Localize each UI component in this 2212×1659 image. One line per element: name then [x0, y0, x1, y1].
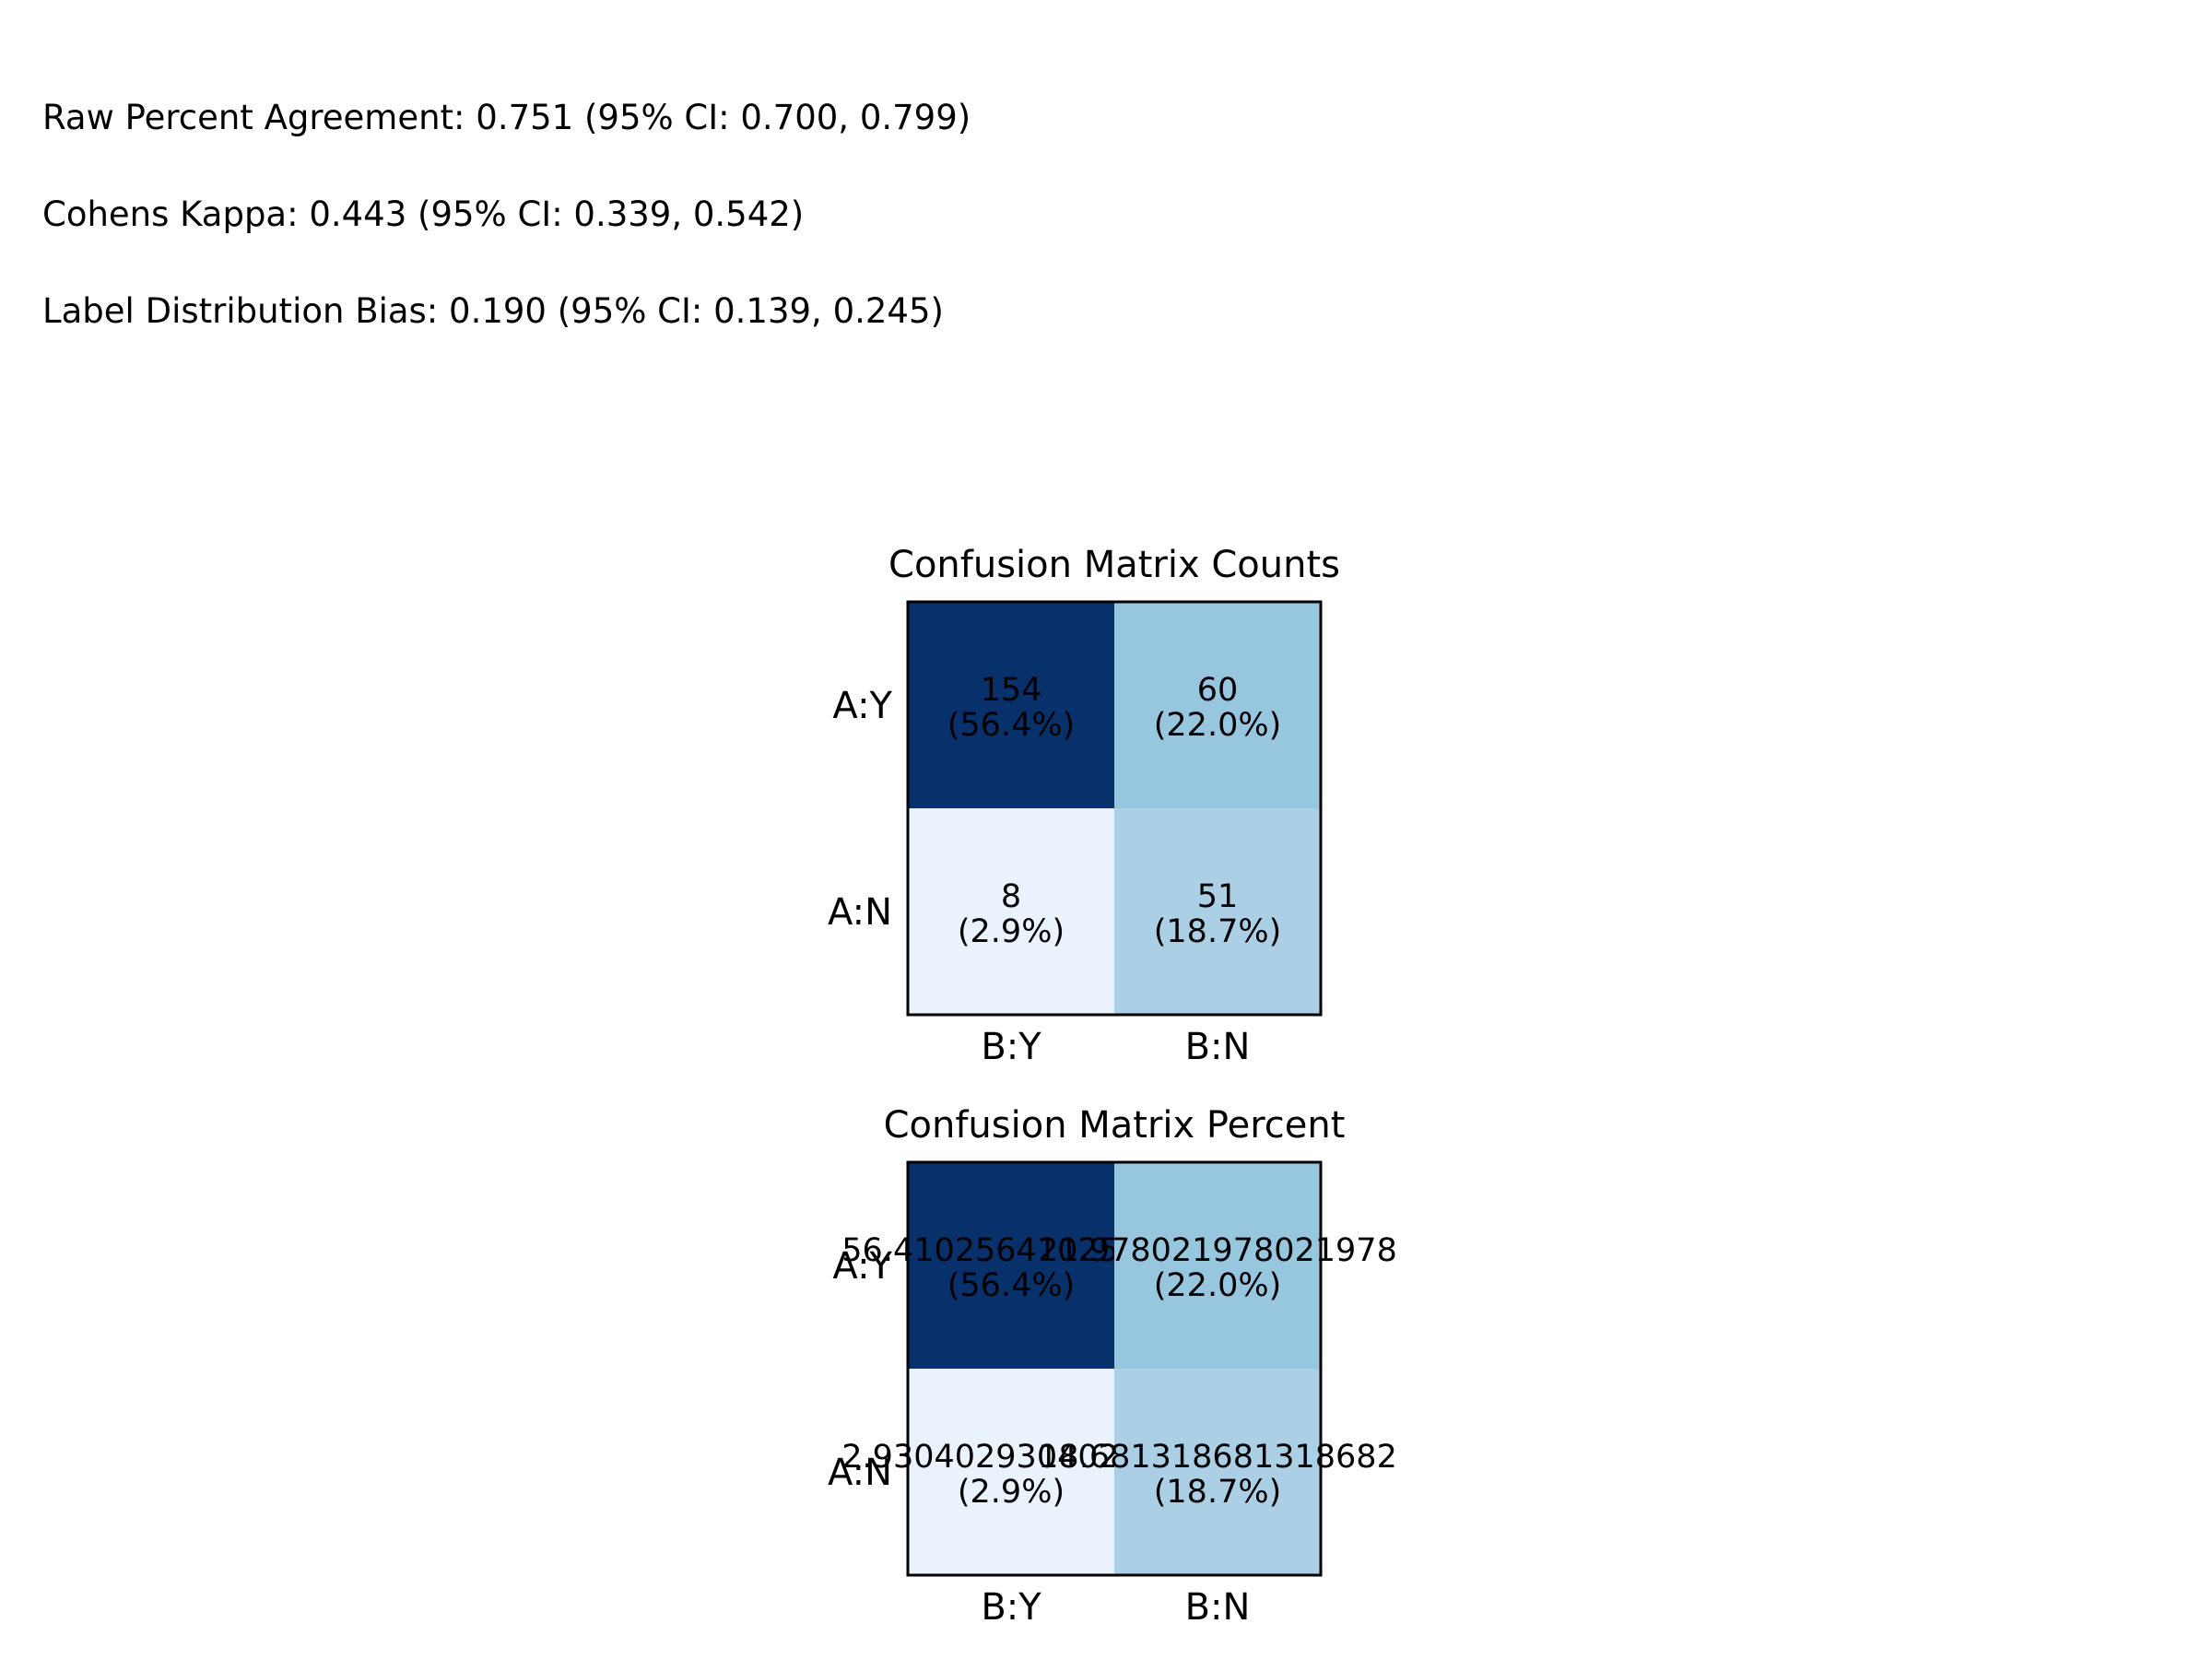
matrix-percent-title: Confusion Matrix Percent	[884, 1104, 1346, 1147]
matrix-percent-cell-percent-r1c0: (2.9%)	[958, 1474, 1065, 1511]
matrix-percent-row-label-0: A:Y	[832, 1245, 892, 1288]
cohens-kappa-text: Cohens Kappa: 0.443 (95% CI: 0.339, 0.54…	[42, 194, 805, 234]
label-distribution-bias-text: Label Distribution Bias: 0.190 (95% CI: …	[42, 291, 944, 331]
matrix-counts-cell-value-r0c0: 154	[981, 672, 1042, 709]
matrix-counts-cell-r0c0	[908, 602, 1114, 808]
matrix-counts-cell-percent-r0c1: (22.0%)	[1154, 707, 1282, 744]
matrix-counts-col-label-0: B:Y	[981, 1026, 1041, 1068]
matrix-percent-frame	[906, 1160, 1323, 1577]
matrix-counts-cell-r0c1	[1114, 602, 1321, 808]
matrix-percent-cell-percent-r0c0: (56.4%)	[947, 1267, 1076, 1304]
matrix-counts-frame	[906, 600, 1323, 1017]
matrix-counts-row-label-1: A:N	[828, 891, 892, 934]
matrix-counts-title: Confusion Matrix Counts	[888, 544, 1340, 586]
matrix-percent-col-label-0: B:Y	[981, 1586, 1041, 1629]
matrix-percent-cell-percent-r0c1: (22.0%)	[1154, 1267, 1282, 1304]
matrix-counts-cell-percent-r1c0: (2.9%)	[958, 913, 1065, 950]
matrix-percent-cell-percent-r1c1: (18.7%)	[1154, 1474, 1282, 1511]
matrix-counts-cell-percent-r1c1: (18.7%)	[1154, 913, 1282, 950]
matrix-percent-col-label-1: B:N	[1185, 1586, 1251, 1629]
matrix-percent-cell-value-r0c1: 21.978021978021978	[1038, 1232, 1397, 1269]
summary-statistics: Raw Percent Agreement: 0.751 (95% CI: 0.…	[42, 37, 971, 359]
matrix-counts-cell-r1c1	[1114, 808, 1321, 1015]
matrix-percent-row-label-1: A:N	[828, 1452, 892, 1494]
matrix-percent-cell-r1c0	[908, 1369, 1114, 1575]
matrix-counts-cell-value-r0c1: 60	[1197, 672, 1239, 709]
matrix-counts-row-label-0: A:Y	[832, 685, 892, 727]
raw-percent-agreement-text: Raw Percent Agreement: 0.751 (95% CI: 0.…	[42, 98, 971, 137]
matrix-counts-cell-value-r1c1: 51	[1197, 878, 1239, 915]
matrix-percent-cell-value-r1c1: 18.681318681318682	[1038, 1439, 1397, 1476]
matrix-counts-col-label-1: B:N	[1185, 1026, 1251, 1068]
matrix-percent-cell-r0c1	[1114, 1162, 1321, 1369]
matrix-percent-cell-r1c1	[1114, 1369, 1321, 1575]
matrix-percent-cell-r0c0	[908, 1162, 1114, 1369]
matrix-counts-cell-value-r1c0: 8	[1001, 878, 1021, 915]
matrix-counts-cell-percent-r0c0: (56.4%)	[947, 707, 1076, 744]
matrix-counts-cell-r1c0	[908, 808, 1114, 1015]
